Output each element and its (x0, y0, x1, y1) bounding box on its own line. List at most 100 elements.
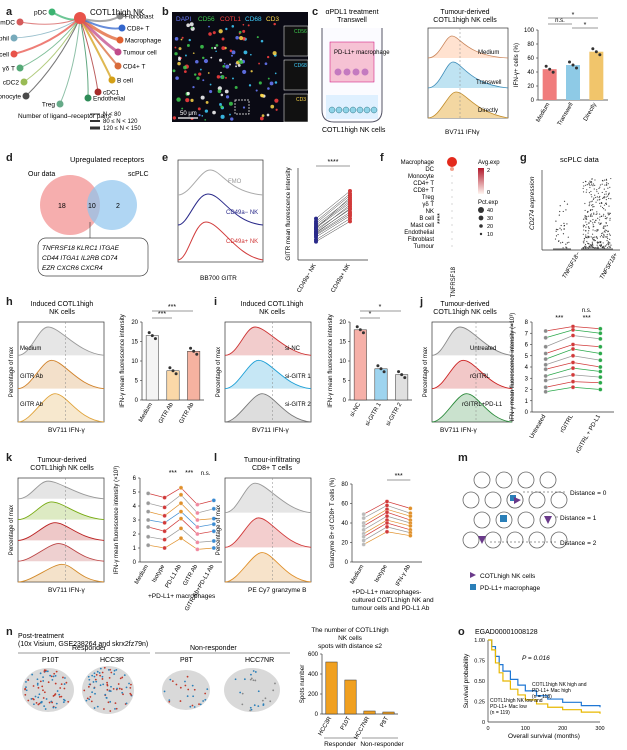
venn-gene-box (37, 237, 149, 277)
bar-point (382, 370, 386, 374)
g-point (590, 213, 592, 215)
g-point (593, 197, 595, 199)
g-point (606, 235, 608, 238)
tissue-spot (96, 705, 99, 708)
tissue-spot (39, 672, 42, 675)
tissue-spot (128, 682, 130, 685)
g-point (582, 241, 584, 243)
n-ct3: spots with distance ≤2 (318, 643, 382, 650)
node-8 (84, 94, 92, 102)
cell (181, 36, 184, 39)
x-tick-label: si-NC (349, 401, 362, 418)
nk-marker (478, 536, 486, 544)
g-point (587, 215, 590, 217)
bar-point (355, 325, 359, 329)
nk-cell (328, 106, 336, 114)
series-point (543, 385, 548, 390)
tissue-spot (42, 689, 44, 692)
f-colorbar (478, 168, 484, 194)
y-tick-label: 0.50 (474, 679, 485, 685)
series-point (162, 520, 167, 525)
tissue-spot (250, 677, 253, 680)
g-point (589, 245, 591, 247)
tissue-spot (239, 691, 242, 694)
g-point (601, 183, 603, 185)
f-dot (451, 238, 453, 240)
node-2 (10, 34, 18, 42)
bar-point (361, 331, 365, 335)
tissue-spot (187, 688, 190, 691)
g-point (598, 222, 600, 224)
tissue-spot (88, 678, 91, 681)
cell (267, 77, 270, 80)
g-point (604, 245, 606, 247)
f-dot (451, 203, 453, 205)
g-point (584, 218, 586, 220)
g-point (600, 222, 602, 224)
g-point (582, 218, 585, 220)
scale-label: 50 μm (180, 111, 197, 117)
tissue-spot (101, 671, 104, 674)
tissue-spot (168, 699, 171, 702)
series-point (408, 514, 413, 519)
tissue-spot (85, 699, 88, 702)
tissue-spot (120, 688, 123, 691)
cell (219, 58, 223, 62)
edge-7 (59, 17, 81, 105)
channel-cotl1: COTL1 (220, 16, 241, 23)
g-point (592, 198, 595, 200)
tissue-spot (109, 690, 112, 693)
series-point (211, 522, 216, 527)
g-point (582, 233, 584, 235)
hist-curve-2 (17, 393, 105, 423)
g-point (591, 241, 593, 243)
g-point (600, 245, 602, 248)
x-tick-label: P8T (380, 716, 391, 729)
g-point (605, 218, 607, 220)
g-x2: TNFSF18+ (599, 252, 619, 281)
f-dot (451, 210, 453, 212)
g-point (603, 197, 605, 199)
o-hi-label: (n = 118) (532, 694, 552, 700)
g-point (565, 209, 567, 211)
tissue-spot (42, 680, 45, 682)
spot (462, 531, 480, 549)
h-l3: GITR Ab (20, 402, 44, 408)
f-legend2-tick: 20 (487, 224, 493, 230)
f-row-label: Monocyte (408, 174, 435, 180)
tissue-spot (53, 694, 56, 696)
cell (216, 75, 221, 79)
chart-j: 0 1 2 3 4 5 6 7 8 IFN-γ mean fluorescence intensi… (510, 308, 614, 454)
bar-point (571, 63, 575, 67)
pair-line (315, 213, 351, 236)
g-ylabel: CD274 expression (529, 176, 536, 230)
hist-curve-3 (17, 543, 105, 562)
g-point (604, 229, 606, 231)
g-point (592, 229, 594, 231)
mac-cell (343, 68, 351, 76)
tissue-spot (52, 675, 55, 678)
series-point (178, 492, 184, 497)
cell (230, 54, 234, 57)
tissue-spot (41, 685, 44, 688)
g-point (589, 186, 591, 189)
g-point (607, 246, 609, 249)
g-point (593, 213, 595, 215)
l-title: Tumour-infiltrating (244, 457, 300, 464)
point-neg (314, 219, 318, 224)
tissue-spot (117, 683, 120, 685)
nk-cell (363, 106, 371, 114)
n-ct1: The number of COTL1high (311, 627, 389, 634)
g-point (590, 201, 592, 203)
edge-8 (79, 17, 89, 99)
series-point (195, 524, 200, 530)
tissue-spot (272, 689, 275, 692)
cell (172, 116, 177, 120)
series-point (211, 545, 216, 551)
tissue-spot (184, 684, 187, 687)
panel-label-h: h (6, 296, 13, 308)
g-point (593, 205, 595, 208)
series-point (570, 342, 576, 347)
tissue-spot (101, 675, 104, 678)
